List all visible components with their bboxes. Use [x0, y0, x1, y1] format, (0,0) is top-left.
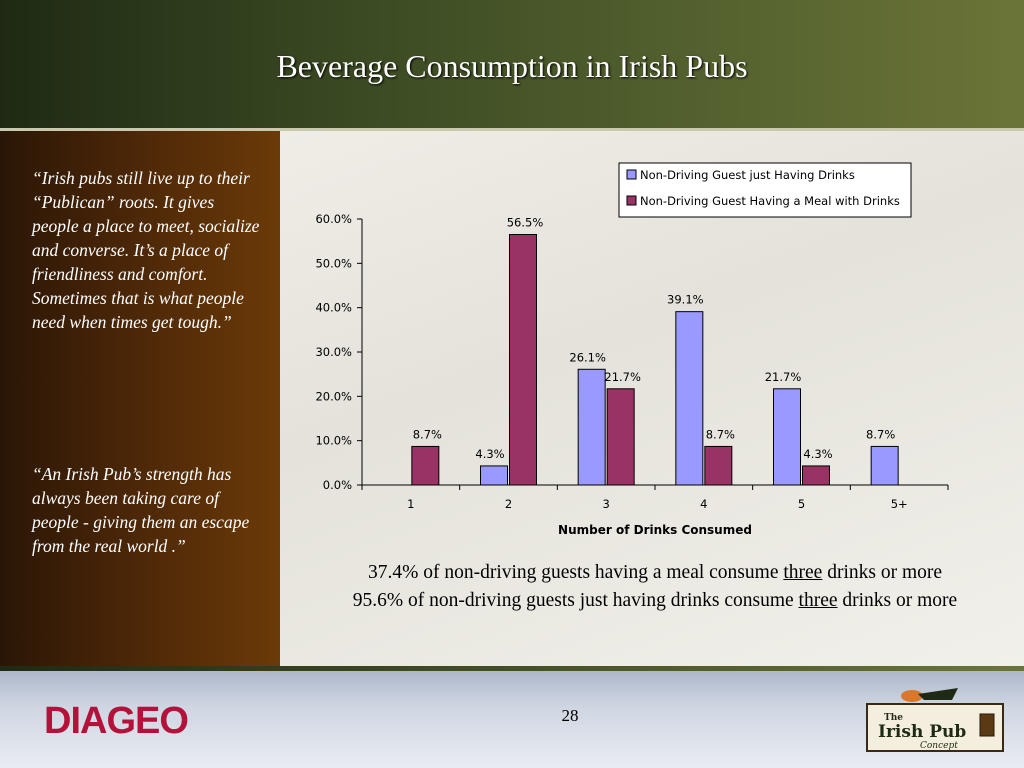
legend-swatch-series-1	[626, 169, 637, 180]
bar-series-2	[411, 445, 440, 486]
logo-concept: Concept	[920, 741, 958, 751]
y-tick-label: 40.0%	[315, 301, 352, 315]
bar-chart: 0.0% 10.0% 20.0% 30.0% 40.0% 50.0% 60.0% 1 2 3 4 5 5…	[315, 162, 949, 537]
page-number: 28	[561, 706, 579, 725]
y-tick-label: 60.0%	[315, 212, 352, 226]
summary-meal-after: drinks or more	[822, 562, 943, 583]
y-tick-label: 30.0%	[315, 345, 352, 359]
legend-swatch-series-2	[626, 195, 637, 206]
data-label-series-1: 4.3%	[475, 447, 504, 461]
x-tick-label: 4	[700, 497, 707, 511]
footer-bar	[0, 666, 1024, 768]
summary-drinks-before: 95.6% of non-driving guests just having …	[352, 590, 799, 611]
quote-publican: “Irish pubs still live up to their “Publ…	[32, 168, 260, 332]
x-tick-label: 1	[407, 497, 414, 511]
y-tick-label: 20.0%	[315, 389, 352, 403]
y-tick-label: 10.0%	[315, 434, 352, 448]
y-tick-label: 50.0%	[315, 256, 352, 270]
data-label-series-2: 21.7%	[604, 370, 641, 384]
summary-line-meal: 37.4% of non-driving guests having a mea…	[290, 562, 1020, 584]
data-label-series-2: 4.3%	[803, 447, 832, 461]
logo-the: The	[884, 713, 903, 723]
bar-series-2	[802, 465, 830, 486]
logo-pint-icon	[979, 713, 995, 737]
quote-strength: “An Irish Pub’s strength has always been…	[32, 464, 250, 556]
x-tick-label: 2	[505, 497, 512, 511]
y-tick-label: 0.0%	[323, 478, 352, 492]
footer-divider	[0, 666, 1024, 671]
logo-bird-icon	[901, 690, 923, 702]
data-label-series-2: 8.7%	[706, 427, 735, 441]
data-label-series-1: 39.1%	[667, 293, 704, 307]
data-label-series-1: 21.7%	[765, 370, 802, 384]
x-tick-label: 3	[603, 497, 610, 511]
bar-series-1	[577, 368, 606, 486]
x-tick-label: 5	[798, 497, 805, 511]
bar-series-2	[704, 445, 733, 486]
quote-sidebar	[0, 131, 280, 666]
legend-label-series-1: Non-Driving Guest just Having Drinks	[640, 168, 855, 182]
bar-series-1	[480, 465, 508, 486]
irish-pub-concept-logo: The Irish Pub Concept	[866, 688, 1004, 752]
x-axis-title: Number of Drinks Consumed	[558, 523, 752, 537]
summary-meal-emphasis: three	[783, 562, 823, 583]
content-area	[280, 131, 1024, 666]
slide-title: Beverage Consumption in Irish Pubs	[276, 48, 748, 84]
logo-wing-icon	[918, 688, 958, 700]
summary-drinks-after: drinks or more	[837, 590, 958, 611]
x-tick-label: 5+	[891, 497, 908, 511]
summary-meal-before: 37.4% of non-driving guests having a mea…	[367, 562, 784, 583]
bar-series-2	[509, 234, 537, 486]
header-bar	[0, 0, 1024, 128]
data-label-series-1: 26.1%	[569, 350, 606, 364]
data-label-series-2: 56.5%	[507, 216, 544, 230]
summary-drinks-emphasis: three	[798, 590, 838, 611]
data-label-series-1: 8.7%	[866, 427, 895, 441]
legend-label-series-2: Non-Driving Guest Having a Meal with Dri…	[640, 194, 900, 208]
data-label-series-2: 8.7%	[413, 427, 442, 441]
bar-series-1	[675, 311, 704, 486]
bar-series-1	[870, 445, 899, 486]
diageo-logo: DIAGEO	[44, 700, 189, 742]
logo-irish-pub: Irish Pub	[878, 722, 966, 742]
summary-line-drinks: 95.6% of non-driving guests just having …	[290, 590, 1020, 612]
header-divider	[0, 128, 1024, 131]
bar-series-1	[773, 388, 801, 486]
bar-series-2	[606, 388, 635, 486]
chart-legend	[618, 162, 912, 218]
